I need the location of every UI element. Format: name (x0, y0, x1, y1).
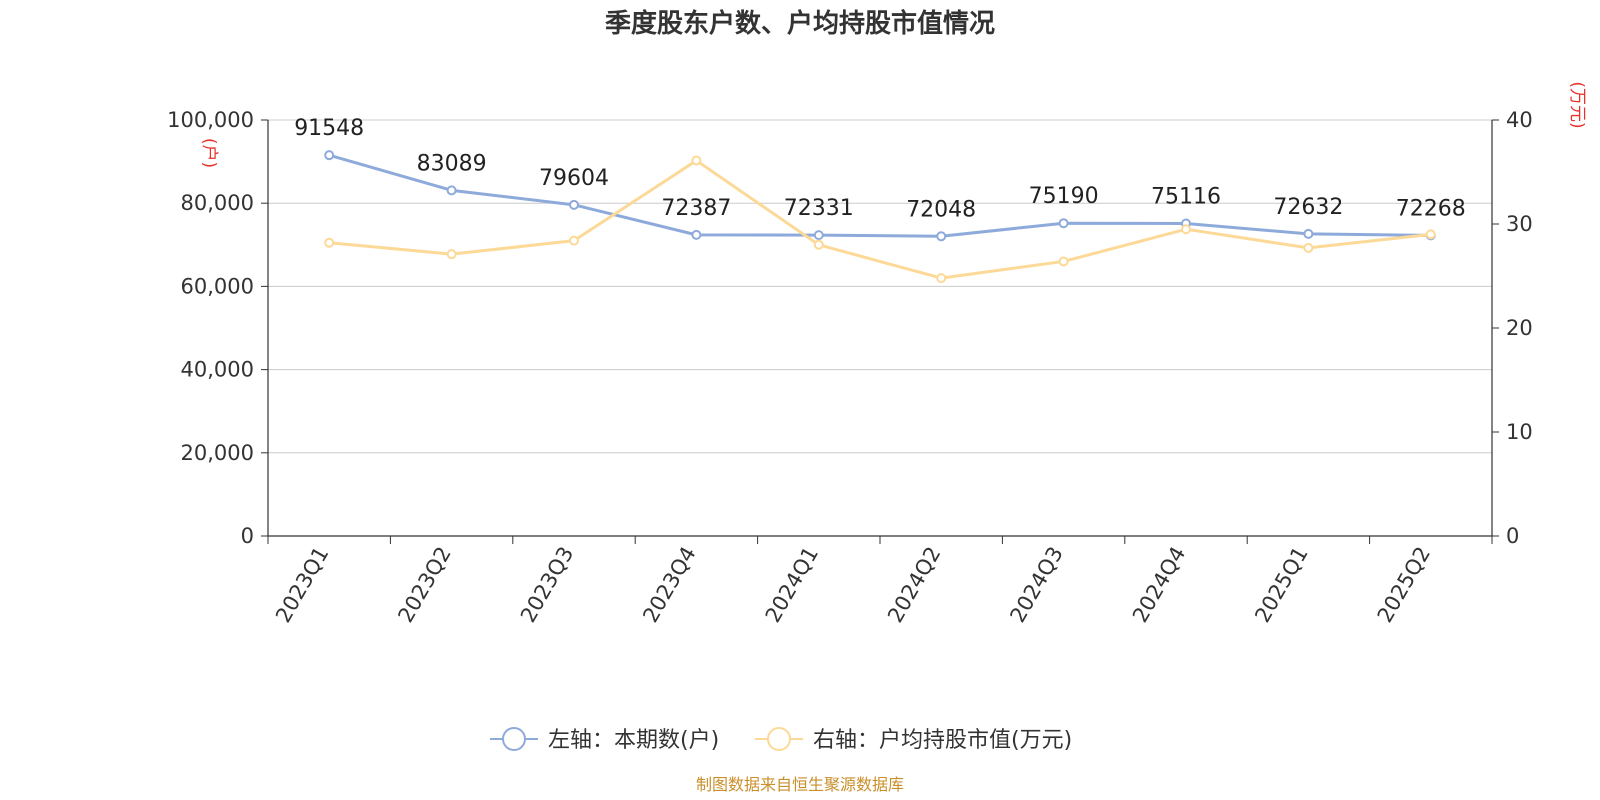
x-tick-label: 2025Q2 (1373, 543, 1435, 627)
right-tick-label: 20 (1506, 316, 1533, 340)
right-axis-ticks: 0 10 20 30 40 (1492, 108, 1533, 548)
x-tick-label: 2023Q3 (516, 543, 578, 627)
data-point-right (813, 239, 824, 250)
series-line-right (329, 159, 1431, 280)
data-label: 79604 (539, 166, 609, 191)
data-label: 72268 (1396, 196, 1466, 221)
data-point-left (324, 150, 335, 161)
legend-right-label: 右轴：户均持股市值(万元) (813, 728, 1072, 753)
data-point-left (446, 185, 457, 196)
data-point-right (1058, 256, 1069, 267)
legend-item-right[interactable]: 右轴：户均持股市值(万元) (755, 727, 1072, 753)
left-tick-label: 20,000 (181, 441, 254, 465)
grid-lines (268, 119, 1492, 454)
data-point-right (569, 235, 579, 246)
data-label: 75190 (1029, 184, 1099, 209)
left-axis-ticks: 0 20,000 40,000 60,000 80,000 100,000 (167, 108, 268, 548)
data-point-left (1058, 218, 1069, 229)
data-label: 72048 (906, 197, 976, 222)
x-tick-label: 2024Q1 (761, 543, 823, 627)
x-tick-label: 2023Q2 (393, 543, 455, 627)
series-group: 91548 83089 79604 72387 72331 72048 75190 75116… (294, 116, 1466, 284)
data-point-left (1303, 228, 1314, 239)
data-label: 75116 (1151, 185, 1221, 210)
data-point-left (936, 231, 947, 242)
right-tick-label: 40 (1506, 108, 1533, 132)
legend-item-left[interactable]: 左轴：本期数(户) (490, 727, 719, 753)
left-axis-unit: (户) (199, 138, 219, 168)
right-axis-unit: (万元) (1567, 81, 1587, 128)
data-point-right (1303, 242, 1314, 253)
legend-right-marker (767, 727, 791, 751)
left-tick-label: 80,000 (181, 191, 254, 215)
axes (267, 120, 1493, 537)
data-point-right (1425, 229, 1436, 240)
data-point-right (1181, 224, 1191, 235)
right-tick-label: 30 (1506, 212, 1533, 236)
left-tick-label: 60,000 (181, 274, 254, 298)
x-tick-label: 2024Q3 (1005, 543, 1067, 627)
data-point-right (691, 155, 702, 166)
left-tick-label: 0 (241, 524, 254, 548)
data-label: 72632 (1273, 195, 1343, 220)
x-axis-ticks: 2023Q1 2023Q2 2023Q3 2023Q4 2024Q1 2024Q2 2024… (267, 536, 1493, 627)
data-point-right (324, 237, 335, 248)
data-point-left (569, 199, 579, 210)
data-point-left (691, 229, 702, 240)
data-point-left (813, 230, 824, 241)
x-tick-label: 2025Q1 (1250, 543, 1312, 627)
right-tick-label: 10 (1506, 420, 1533, 444)
data-label: 91548 (294, 116, 364, 141)
left-tick-label: 100,000 (167, 108, 254, 132)
legend-left-label: 左轴：本期数(户) (548, 728, 719, 753)
series-line-left (328, 153, 1431, 238)
legend-left-marker (502, 727, 526, 751)
data-label: 72387 (661, 196, 731, 221)
data-point-right (446, 249, 457, 260)
x-tick-label: 2024Q4 (1128, 543, 1190, 627)
chart-title: 季度股东户数、户均持股市值情况 (605, 8, 995, 39)
source-note: 制图数据来自恒生聚源数据库 (696, 775, 904, 794)
data-point-right (936, 273, 947, 284)
x-tick-label: 2023Q1 (271, 543, 333, 627)
data-label: 83089 (417, 151, 487, 176)
left-tick-label: 40,000 (181, 358, 254, 382)
x-tick-label: 2023Q4 (638, 543, 700, 627)
right-tick-label: 0 (1506, 524, 1519, 548)
data-label: 72331 (784, 196, 854, 221)
legend: 左轴：本期数(户) 右轴：户均持股市值(万元) (490, 727, 1072, 753)
x-tick-label: 2024Q2 (883, 542, 945, 626)
